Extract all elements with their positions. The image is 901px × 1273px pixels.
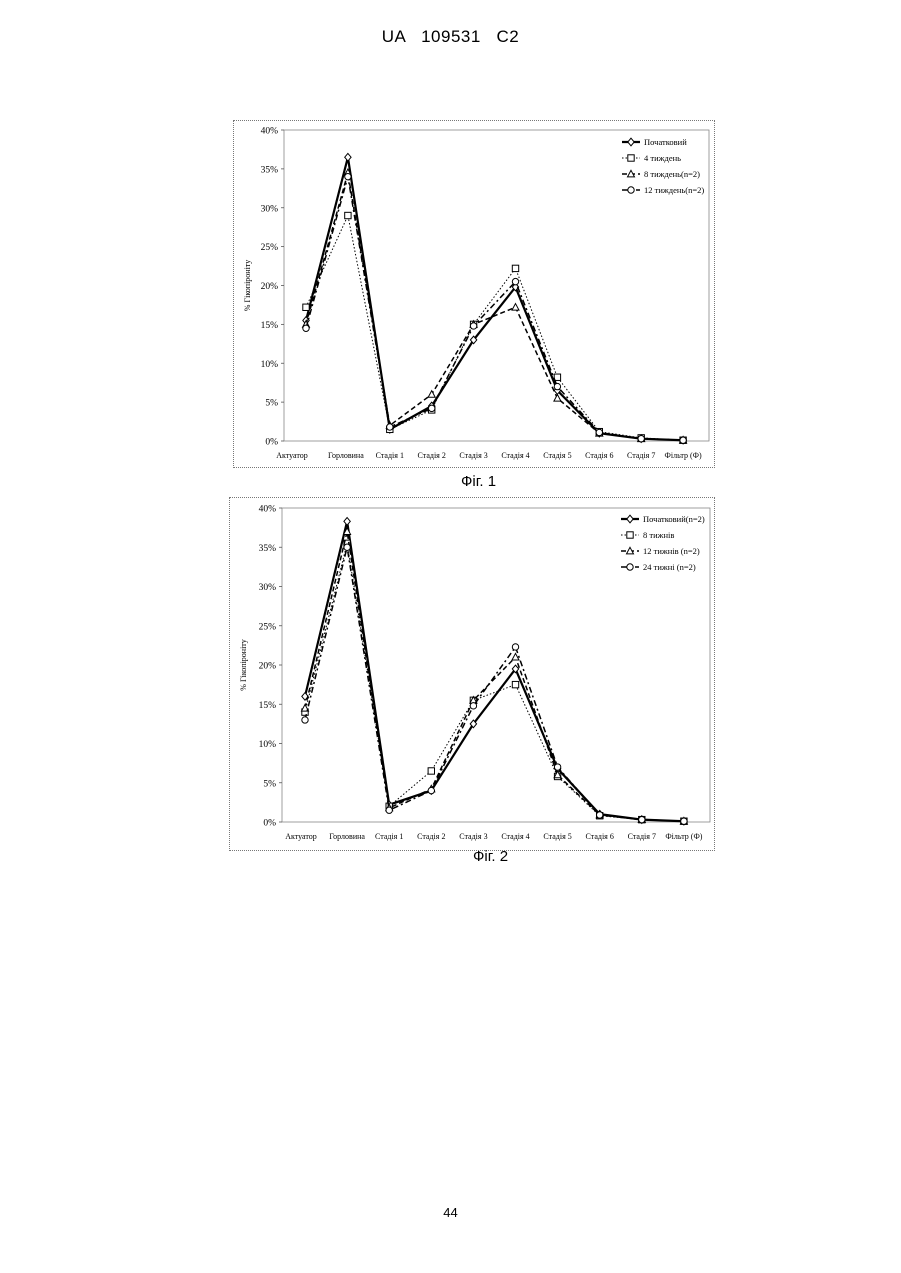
figure-1-frame: 0% 5% 10% 15% 20% 25% 30% 35% 40% Актуатор Горлови… bbox=[233, 120, 715, 468]
x-tick-label: Стадія 7 bbox=[628, 832, 656, 841]
x-tick-label: Горловина bbox=[329, 832, 365, 841]
y-tick-label: 20% bbox=[259, 662, 277, 672]
x-tick-label: Стадія 2 bbox=[418, 451, 446, 460]
y-tick-label: 20% bbox=[261, 282, 279, 292]
figure-2-caption: Фіг. 2 bbox=[473, 848, 508, 865]
series-4-point bbox=[387, 424, 393, 430]
series-4-point bbox=[345, 173, 351, 179]
series-4-point bbox=[639, 816, 645, 822]
x-tick-label: Стадія 4 bbox=[501, 832, 529, 841]
legend-marker bbox=[628, 138, 634, 146]
figure-1-caption: Фіг. 1 bbox=[461, 473, 496, 490]
x-tick-label: Актуатор bbox=[276, 451, 308, 460]
y-tick-label: 40% bbox=[261, 127, 279, 137]
y-tick-label: 10% bbox=[261, 360, 279, 370]
series-3-point bbox=[428, 391, 435, 398]
series-4-point bbox=[386, 807, 392, 813]
series-line-4 bbox=[305, 547, 684, 821]
series-1-point bbox=[345, 153, 351, 161]
series-2-point bbox=[512, 681, 518, 687]
series-4-point bbox=[512, 644, 518, 650]
legend-marker bbox=[627, 532, 633, 538]
y-axis-label: % Гікопіроніту bbox=[239, 639, 248, 690]
y-tick-label: 25% bbox=[259, 622, 277, 632]
series-3-point bbox=[512, 304, 519, 311]
legend-label: 4 тиждень bbox=[644, 153, 681, 163]
series-4-point bbox=[428, 787, 434, 793]
series-3-point bbox=[554, 395, 561, 402]
legend-label: Початковий(n=2) bbox=[643, 514, 705, 524]
x-tick-label: Актуатор bbox=[285, 832, 317, 841]
legend-label: 12 тижнів (n=2) bbox=[643, 546, 700, 556]
figure-1-chart: 0% 5% 10% 15% 20% 25% 30% 35% 40% Актуатор Горлови… bbox=[234, 121, 716, 469]
legend-marker bbox=[628, 155, 634, 161]
legend-marker bbox=[628, 187, 634, 193]
y-tick-label: 35% bbox=[259, 544, 277, 554]
y-tick-label: 40% bbox=[259, 505, 277, 515]
x-tick-label: Фільтр (Ф) bbox=[665, 832, 702, 841]
legend-marker bbox=[627, 515, 633, 523]
y-tick-label: 30% bbox=[259, 583, 277, 593]
x-tick-label: Стадія 3 bbox=[459, 451, 487, 460]
series-4-point bbox=[681, 818, 687, 824]
x-tick-label: Стадія 7 bbox=[627, 451, 655, 460]
series-4-point bbox=[303, 325, 309, 331]
figure-2-chart: 0% 5% 10% 15% 20% 25% 30% 35% 40% Актуатор Горлови… bbox=[230, 498, 716, 852]
x-tick-label: Стадія 4 bbox=[501, 451, 529, 460]
series-line-1 bbox=[306, 157, 683, 440]
y-tick-label: 25% bbox=[261, 243, 279, 253]
x-tick-label: Горловина bbox=[328, 451, 364, 460]
legend-label: 8 тиждень(n=2) bbox=[644, 169, 700, 179]
legend-label: 12 тиждень(n=2) bbox=[644, 185, 704, 195]
series-4-point bbox=[680, 437, 686, 443]
x-tick-label: Стадія 5 bbox=[543, 832, 571, 841]
series-4-point bbox=[302, 717, 308, 723]
x-tick-label: Стадія 2 bbox=[417, 832, 445, 841]
series-2-point bbox=[512, 265, 518, 271]
page-number: 44 bbox=[0, 1205, 901, 1220]
legend-label: 24 тижні (n=2) bbox=[643, 562, 696, 572]
y-axis-label: % Гікопіроніту bbox=[243, 260, 252, 311]
series-4-point bbox=[344, 544, 350, 550]
series-4-point bbox=[554, 764, 560, 770]
series-4-point bbox=[512, 278, 518, 284]
x-tick-label: Стадія 5 bbox=[543, 451, 571, 460]
series-1-point bbox=[344, 518, 350, 526]
x-tick-label: Стадія 1 bbox=[376, 451, 404, 460]
x-tick-label: Стадія 6 bbox=[585, 451, 613, 460]
x-tick-label: Стадія 3 bbox=[459, 832, 487, 841]
series-4-point bbox=[470, 703, 476, 709]
series-line-4 bbox=[306, 177, 683, 441]
legend-label: 8 тижнів bbox=[643, 530, 674, 540]
x-tick-label: Стадія 1 bbox=[375, 832, 403, 841]
y-tick-label: 35% bbox=[261, 165, 279, 175]
patent-header: UA 109531 C2 bbox=[0, 27, 901, 47]
legend-label: Початковий bbox=[644, 137, 687, 147]
series-4-point bbox=[470, 323, 476, 329]
series-2-point bbox=[428, 768, 434, 774]
series-2-point bbox=[345, 212, 351, 218]
series-4-point bbox=[638, 435, 644, 441]
y-tick-label: 15% bbox=[259, 701, 277, 711]
series-line-2 bbox=[305, 543, 684, 821]
figure-2-frame: 0% 5% 10% 15% 20% 25% 30% 35% 40% Актуатор Горлови… bbox=[229, 497, 715, 851]
series-3-point bbox=[512, 653, 519, 660]
legend-marker bbox=[627, 564, 633, 570]
series-4-point bbox=[554, 383, 560, 389]
series-line-3 bbox=[306, 173, 683, 440]
series-4-point bbox=[597, 812, 603, 818]
y-tick-label: 5% bbox=[263, 779, 276, 789]
x-tick-label: Стадія 6 bbox=[586, 832, 614, 841]
series-4-point bbox=[596, 429, 602, 435]
y-tick-label: 5% bbox=[265, 399, 278, 409]
y-tick-label: 0% bbox=[265, 438, 278, 448]
y-tick-label: 0% bbox=[263, 819, 276, 829]
series-2-point bbox=[303, 304, 309, 310]
y-tick-label: 30% bbox=[261, 204, 279, 214]
series-4-point bbox=[429, 405, 435, 411]
y-tick-label: 15% bbox=[261, 321, 279, 331]
x-tick-label: Фільтр (Ф) bbox=[665, 451, 702, 460]
y-tick-label: 10% bbox=[259, 740, 277, 750]
